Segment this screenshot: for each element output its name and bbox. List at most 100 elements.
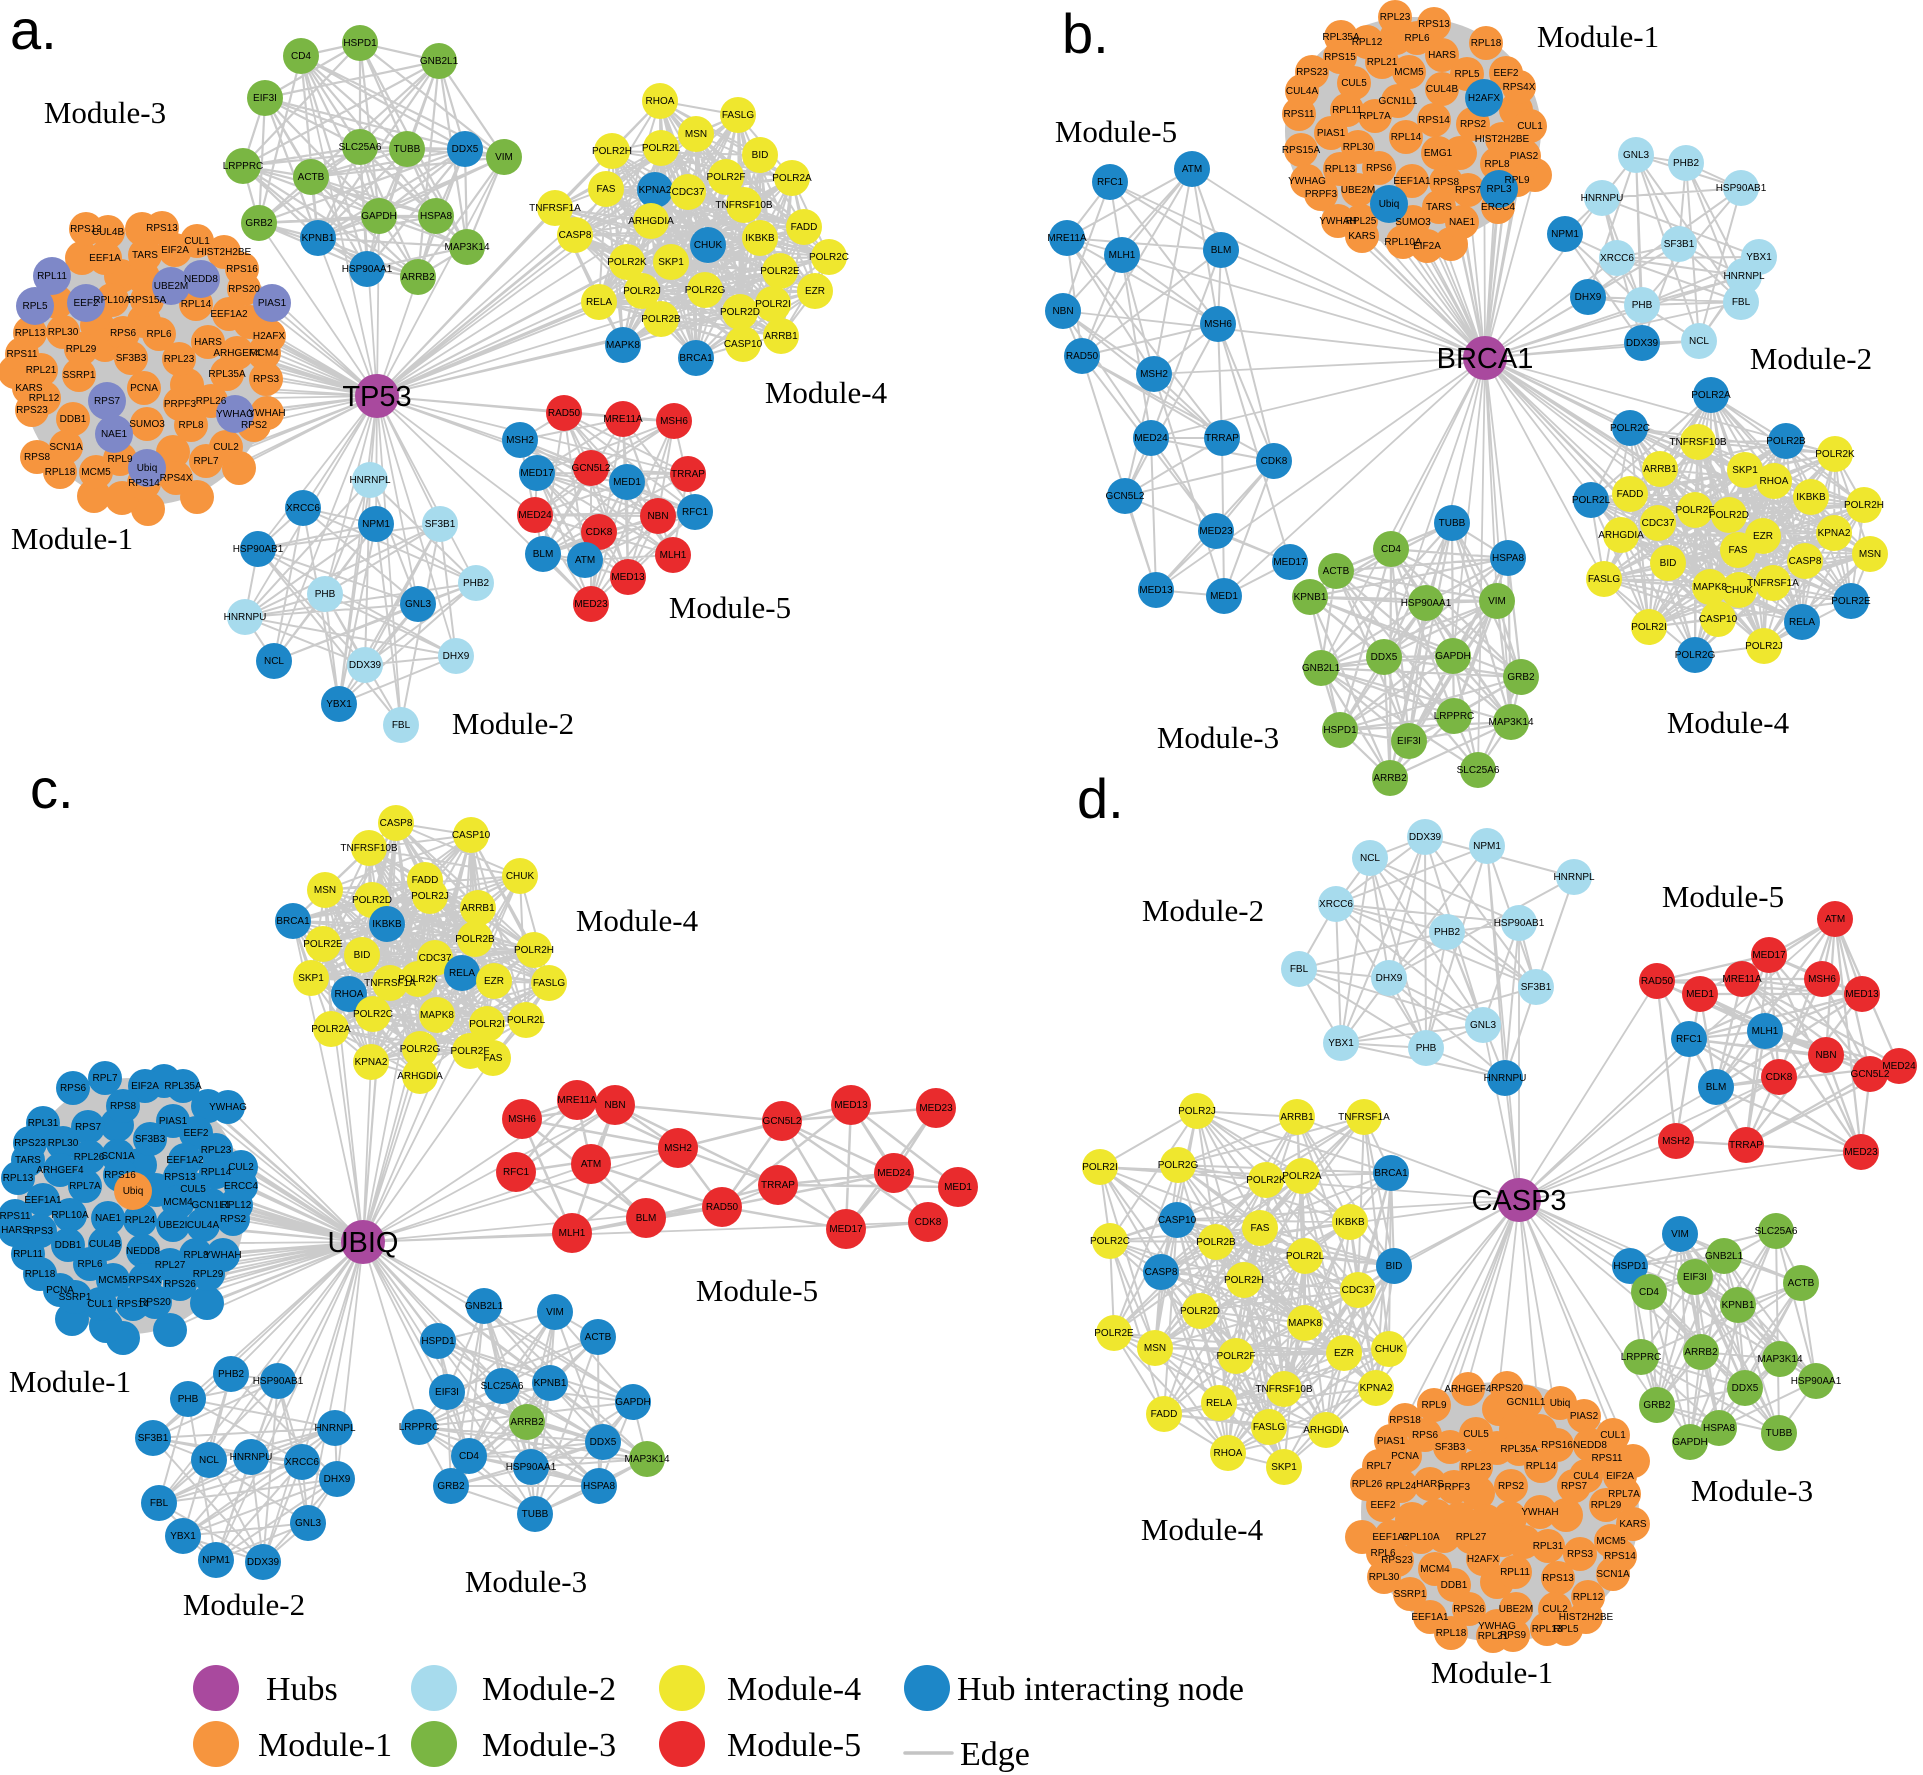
- svg-text:EZR: EZR: [805, 286, 825, 297]
- svg-text:HSPD1: HSPD1: [1323, 725, 1357, 736]
- svg-text:RPL6: RPL6: [77, 1259, 102, 1270]
- svg-text:EIF3I: EIF3I: [1683, 1272, 1707, 1283]
- svg-text:SLC25A6: SLC25A6: [1755, 1226, 1798, 1237]
- svg-text:RPS6: RPS6: [1366, 163, 1393, 174]
- svg-text:EEF1A: EEF1A: [89, 253, 121, 264]
- svg-text:MSN: MSN: [685, 129, 707, 140]
- svg-text:POLR2I: POLR2I: [469, 1019, 505, 1030]
- svg-text:CASP8: CASP8: [1789, 556, 1822, 567]
- svg-text:NAE1: NAE1: [95, 1213, 122, 1224]
- svg-text:RPL29: RPL29: [193, 1269, 224, 1280]
- svg-text:ACTB: ACTB: [1788, 1278, 1815, 1289]
- svg-text:DHX9: DHX9: [443, 651, 470, 662]
- svg-text:PRPF3: PRPF3: [1305, 189, 1338, 200]
- svg-text:HSP90AB1: HSP90AB1: [1494, 918, 1545, 929]
- svg-text:Module-1: Module-1: [11, 521, 133, 556]
- svg-text:LRPPRC: LRPPRC: [223, 161, 264, 172]
- svg-text:MED13: MED13: [834, 1100, 868, 1111]
- svg-text:VIM: VIM: [1488, 596, 1506, 607]
- svg-text:UBE2M: UBE2M: [154, 281, 188, 292]
- svg-text:YWHAH: YWHAH: [1319, 216, 1356, 227]
- svg-text:RPL13: RPL13: [3, 1173, 34, 1184]
- svg-text:DDB1: DDB1: [55, 1240, 82, 1251]
- svg-text:PHB: PHB: [315, 589, 336, 600]
- svg-text:POLR2J: POLR2J: [1178, 1106, 1216, 1117]
- svg-text:GCN5L2: GCN5L2: [1851, 1069, 1890, 1080]
- svg-text:HARS: HARS: [1428, 50, 1456, 61]
- svg-text:RPL26: RPL26: [74, 1152, 105, 1163]
- svg-text:RPS8: RPS8: [24, 452, 51, 463]
- svg-text:RELA: RELA: [586, 297, 612, 308]
- svg-text:MED1: MED1: [1210, 591, 1238, 602]
- svg-text:EIF2A: EIF2A: [131, 1081, 159, 1092]
- svg-text:HNRNPU: HNRNPU: [1484, 1073, 1527, 1084]
- svg-text:CDC37: CDC37: [419, 953, 452, 964]
- svg-text:CASP10: CASP10: [1158, 1215, 1197, 1226]
- svg-text:TARS: TARS: [1426, 202, 1452, 213]
- svg-text:RPL7A: RPL7A: [69, 1181, 101, 1192]
- svg-text:EZR: EZR: [484, 976, 504, 987]
- svg-text:HSPD1: HSPD1: [1613, 1261, 1647, 1272]
- svg-text:GRB2: GRB2: [437, 1481, 465, 1492]
- svg-text:GCN1L1: GCN1L1: [1507, 1397, 1546, 1408]
- svg-text:MSN: MSN: [1859, 549, 1881, 560]
- svg-text:Module-1: Module-1: [1537, 19, 1659, 54]
- svg-text:KPNA2: KPNA2: [355, 1057, 388, 1068]
- svg-text:KPNB1: KPNB1: [1722, 1300, 1755, 1311]
- svg-text:RPL35A: RPL35A: [208, 369, 246, 380]
- svg-text:MED13: MED13: [1845, 989, 1879, 1000]
- svg-text:TUBB: TUBB: [394, 144, 421, 155]
- svg-text:NPM1: NPM1: [362, 519, 390, 530]
- svg-text:RPL23: RPL23: [1380, 12, 1411, 23]
- svg-text:MSH2: MSH2: [506, 435, 534, 446]
- svg-text:CDK8: CDK8: [1766, 1072, 1793, 1083]
- svg-text:SUMO3: SUMO3: [129, 419, 165, 430]
- svg-text:RPL21: RPL21: [1367, 57, 1398, 68]
- svg-text:d.: d.: [1077, 767, 1124, 830]
- svg-text:NPM1: NPM1: [1473, 841, 1501, 852]
- svg-text:RPS9: RPS9: [1500, 1630, 1527, 1641]
- svg-text:ATM: ATM: [581, 1159, 601, 1170]
- svg-text:RPL9: RPL9: [107, 454, 132, 465]
- svg-text:ARRB2: ARRB2: [401, 272, 435, 283]
- svg-text:TP53: TP53: [342, 381, 411, 413]
- svg-text:HNRNPU: HNRNPU: [224, 612, 267, 623]
- svg-text:KARS: KARS: [1348, 231, 1376, 242]
- svg-text:POLR2K: POLR2K: [1815, 449, 1855, 460]
- svg-text:YWHAG: YWHAG: [209, 1102, 247, 1113]
- svg-text:SUMO3: SUMO3: [1395, 217, 1431, 228]
- svg-text:GCN1L1: GCN1L1: [192, 1200, 231, 1211]
- svg-text:POLR2C: POLR2C: [1090, 1236, 1130, 1247]
- svg-text:MAPK8: MAPK8: [1693, 582, 1727, 593]
- svg-text:MED23: MED23: [919, 1103, 953, 1114]
- svg-text:GNL3: GNL3: [1470, 1020, 1497, 1031]
- svg-text:POLR2D: POLR2D: [1180, 1306, 1220, 1317]
- svg-text:TNFRSF1A: TNFRSF1A: [364, 978, 416, 989]
- svg-text:CDC37: CDC37: [1342, 1285, 1375, 1296]
- svg-text:MAPK8: MAPK8: [1288, 1318, 1322, 1329]
- svg-text:MLH1: MLH1: [559, 1228, 586, 1239]
- svg-text:FASLG: FASLG: [533, 978, 565, 989]
- svg-text:RPL5: RPL5: [22, 301, 47, 312]
- svg-text:Module-2: Module-2: [1142, 893, 1264, 928]
- svg-text:PHB: PHB: [178, 1394, 199, 1405]
- svg-text:RPS13: RPS13: [1418, 19, 1450, 30]
- svg-text:MAPK8: MAPK8: [606, 340, 640, 351]
- svg-text:HIST2H2BE: HIST2H2BE: [1475, 134, 1530, 145]
- svg-text:MED17: MED17: [829, 1224, 863, 1235]
- svg-text:EIF2A: EIF2A: [1413, 241, 1441, 252]
- svg-text:TRRAP: TRRAP: [1729, 1140, 1763, 1151]
- svg-text:MRE11A: MRE11A: [1047, 233, 1087, 244]
- svg-text:DDX5: DDX5: [1732, 1383, 1759, 1394]
- svg-text:FBL: FBL: [1732, 297, 1751, 308]
- svg-text:GRB2: GRB2: [1507, 672, 1535, 683]
- svg-text:RPL7: RPL7: [92, 1073, 117, 1084]
- svg-text:RPL6: RPL6: [146, 329, 171, 340]
- svg-text:HSP90AB1: HSP90AB1: [1716, 183, 1767, 194]
- svg-text:PCNA: PCNA: [46, 1285, 74, 1296]
- svg-text:GRB2: GRB2: [1643, 1400, 1671, 1411]
- svg-text:DDX5: DDX5: [590, 1437, 617, 1448]
- svg-text:KARS: KARS: [15, 383, 43, 394]
- svg-text:RPL14: RPL14: [1526, 1461, 1557, 1472]
- svg-text:RPS23: RPS23: [1381, 1555, 1413, 1566]
